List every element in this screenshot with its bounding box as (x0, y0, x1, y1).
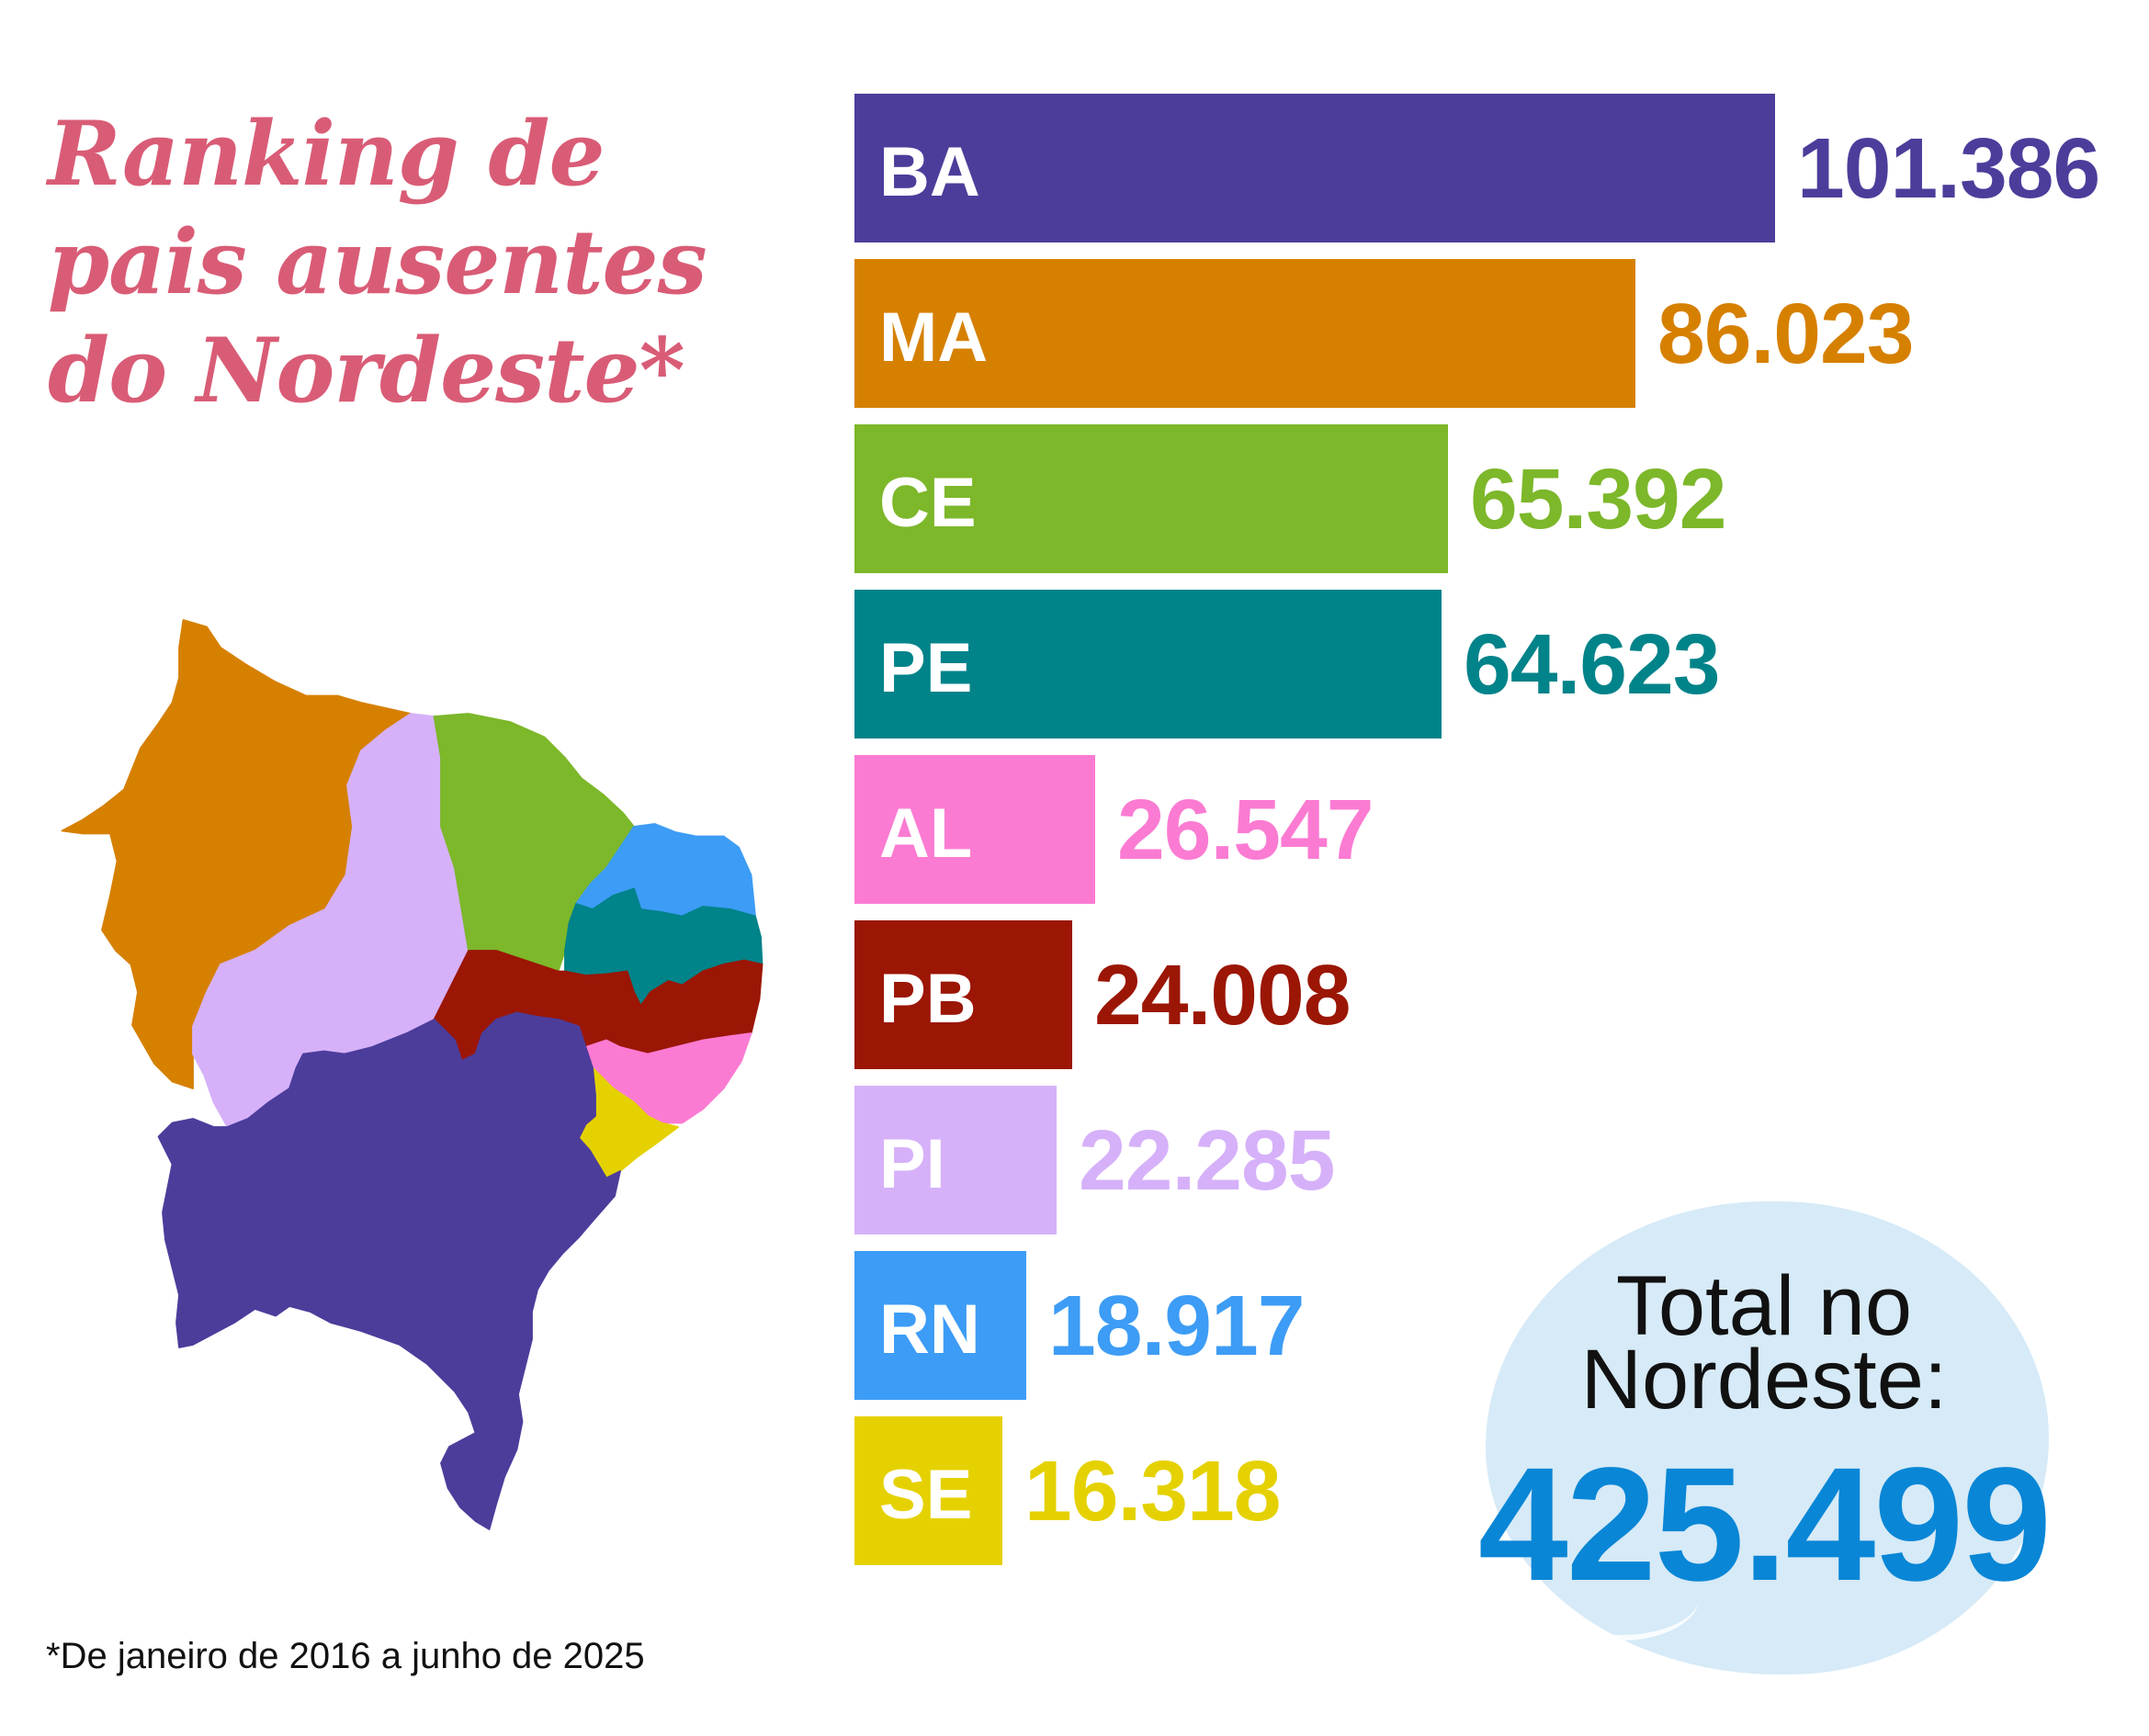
value-label-rn: 18.917 (1048, 1277, 1305, 1373)
value-label-pi: 22.285 (1079, 1111, 1335, 1208)
map-state-ma (61, 619, 412, 1089)
bar-pb: PB (854, 920, 1072, 1069)
bar-pi: PI (854, 1086, 1057, 1234)
total-label-line-1: Total no (1615, 1259, 1913, 1353)
bar-label-rn: RN (879, 1290, 980, 1369)
bar-label-pe: PE (879, 628, 973, 707)
bar-label-al: AL (879, 794, 973, 873)
bar-ma: MA (854, 259, 1635, 408)
total-label: Total no Nordeste: (1442, 1259, 2086, 1426)
bar-row-ma: MA 86.023 (854, 259, 1914, 408)
bar-se: SE (854, 1416, 1002, 1565)
bar-row-rn: RN 18.917 (854, 1251, 1305, 1400)
value-label-pe: 64.623 (1464, 615, 1720, 712)
bar-row-pi: PI 22.285 (854, 1086, 1335, 1234)
bar-label-ma: MA (879, 298, 989, 377)
bar-row-al: AL 26.547 (854, 755, 1374, 904)
bar-al: AL (854, 755, 1095, 904)
value-label-al: 26.547 (1117, 781, 1374, 877)
title-line-2: pais ausentes (48, 210, 707, 314)
bar-row-se: SE 16.318 (854, 1416, 1281, 1565)
chart-title: Ranking de pais ausentes do Nordeste* (48, 100, 707, 425)
bar-label-se: SE (879, 1455, 973, 1534)
bar-row-ba: BA 101.386 (854, 94, 2100, 242)
bar-label-pb: PB (879, 959, 977, 1038)
title-line-1: Ranking de (48, 102, 605, 206)
bar-pe: PE (854, 590, 1442, 738)
blob-highlight (1544, 1552, 1700, 1640)
bar-label-ba: BA (879, 132, 980, 211)
bar-label-pi: PI (879, 1124, 945, 1203)
value-label-ba: 101.386 (1797, 119, 2100, 216)
value-label-ma: 86.023 (1657, 285, 1914, 381)
total-value: 425.499 (1477, 1435, 2052, 1615)
bar-ba: BA (854, 94, 1775, 242)
value-label-se: 16.318 (1024, 1442, 1281, 1539)
bar-row-pb: PB 24.008 (854, 920, 1351, 1069)
bar-label-ce: CE (879, 463, 977, 542)
value-label-ce: 65.392 (1470, 450, 1726, 547)
northeast-map (61, 619, 763, 1530)
footnote: *De janeiro de 2016 a junho de 2025 (46, 1636, 645, 1676)
title-line-3: do Nordeste* (48, 319, 685, 423)
total-label-line-2: Nordeste: (1580, 1333, 1948, 1426)
bar-ce: CE (854, 424, 1448, 573)
bar-rn: RN (854, 1251, 1026, 1400)
bar-row-ce: CE 65.392 (854, 424, 1726, 573)
map-state-ba (157, 1011, 621, 1530)
value-label-pb: 24.008 (1094, 946, 1351, 1043)
bar-row-pe: PE 64.623 (854, 590, 1720, 738)
